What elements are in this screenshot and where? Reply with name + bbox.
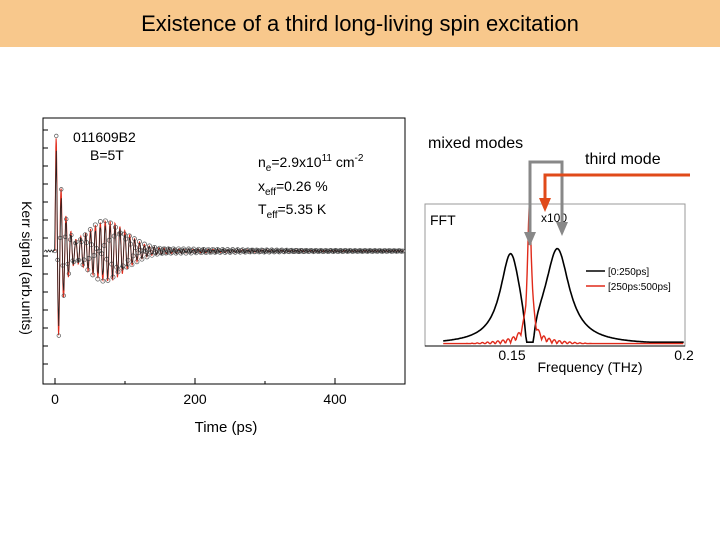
- data-point: [107, 220, 113, 226]
- data-point: [149, 252, 155, 258]
- data-point: [314, 248, 320, 254]
- fft-plot-frame: [424, 203, 686, 347]
- data-point: [100, 278, 106, 284]
- time-domain-chart: 011609B2 B=5T ne=2.9x1011 cm-2 xeff=0.26…: [19, 117, 406, 436]
- third-mode-label: third mode: [585, 151, 661, 168]
- fft-chart: FFT x100 [0:250ps] [250ps:500ps] 0.15 0.…: [424, 203, 694, 375]
- legend-label-late: [250ps:500ps]: [608, 282, 671, 293]
- data-point: [56, 333, 61, 338]
- data-point: [250, 247, 256, 253]
- annotations: mixed modes third mode: [428, 135, 690, 246]
- third-mode-arrowhead: [539, 198, 551, 212]
- data-point: [66, 271, 72, 276]
- data-point: [61, 293, 66, 298]
- fft-x-axis-label: Frequency (THz): [537, 359, 642, 375]
- data-point: [102, 218, 108, 224]
- fft-series-late: [443, 206, 684, 346]
- param-t: Teff=5.35 K: [258, 201, 327, 221]
- fft-tick-label-015: 0.15: [498, 347, 525, 363]
- title-bar: Existence of a third long-living spin ex…: [0, 0, 720, 47]
- data-point: [400, 248, 406, 254]
- data-point: [64, 216, 69, 222]
- fft-title: FFT: [430, 212, 456, 228]
- fft-series-early: [443, 247, 684, 343]
- mixed-modes-label: mixed modes: [428, 135, 523, 152]
- time-x-ticks: [54, 378, 336, 384]
- data-point: [173, 250, 179, 256]
- data-point: [87, 227, 93, 233]
- data-point: [144, 254, 150, 260]
- data-point: [90, 272, 96, 278]
- y-ticks: [43, 129, 48, 365]
- param-x: xeff=0.26 %: [258, 178, 328, 198]
- data-point: [54, 133, 59, 139]
- slide-title: Existence of a third long-living spin ex…: [141, 10, 579, 36]
- mixed-modes-arrowhead-left: [524, 232, 536, 246]
- data-point: [97, 219, 103, 225]
- data-point: [59, 187, 64, 192]
- data-point: [176, 246, 181, 252]
- data-point: [129, 262, 135, 268]
- mixed-modes-arrowhead-right: [556, 222, 568, 236]
- data-point: [153, 250, 159, 256]
- fft-tick-label-020: 0.2: [674, 347, 694, 363]
- data-point: [289, 247, 295, 253]
- data-point: [194, 247, 200, 253]
- legend-label-early: [0:250ps]: [608, 267, 649, 278]
- y-axis-label: Kerr signal (arb.units): [19, 201, 35, 335]
- x-tick-label-400: 400: [323, 391, 347, 407]
- data-point: [168, 250, 174, 256]
- data-point: [159, 250, 165, 256]
- data-point: [152, 244, 157, 250]
- param-ne: ne=2.9x1011 cm-2: [258, 153, 364, 174]
- mixed-modes-bracket: [528, 160, 564, 245]
- data-point: [95, 276, 101, 282]
- data-point: [201, 247, 207, 252]
- x-axis-label: Time (ps): [195, 419, 258, 436]
- baseline-trace: [44, 150, 404, 327]
- x-tick-label-200: 200: [183, 391, 207, 407]
- third-mode-arrow-line: [543, 173, 690, 200]
- data-point: [203, 249, 209, 255]
- field-label: B=5T: [90, 147, 124, 163]
- sample-label: 011609B2: [73, 129, 136, 145]
- x-tick-label-0: 0: [51, 391, 59, 407]
- data-point: [189, 248, 195, 254]
- data-point: [92, 222, 98, 228]
- data-point: [198, 250, 204, 256]
